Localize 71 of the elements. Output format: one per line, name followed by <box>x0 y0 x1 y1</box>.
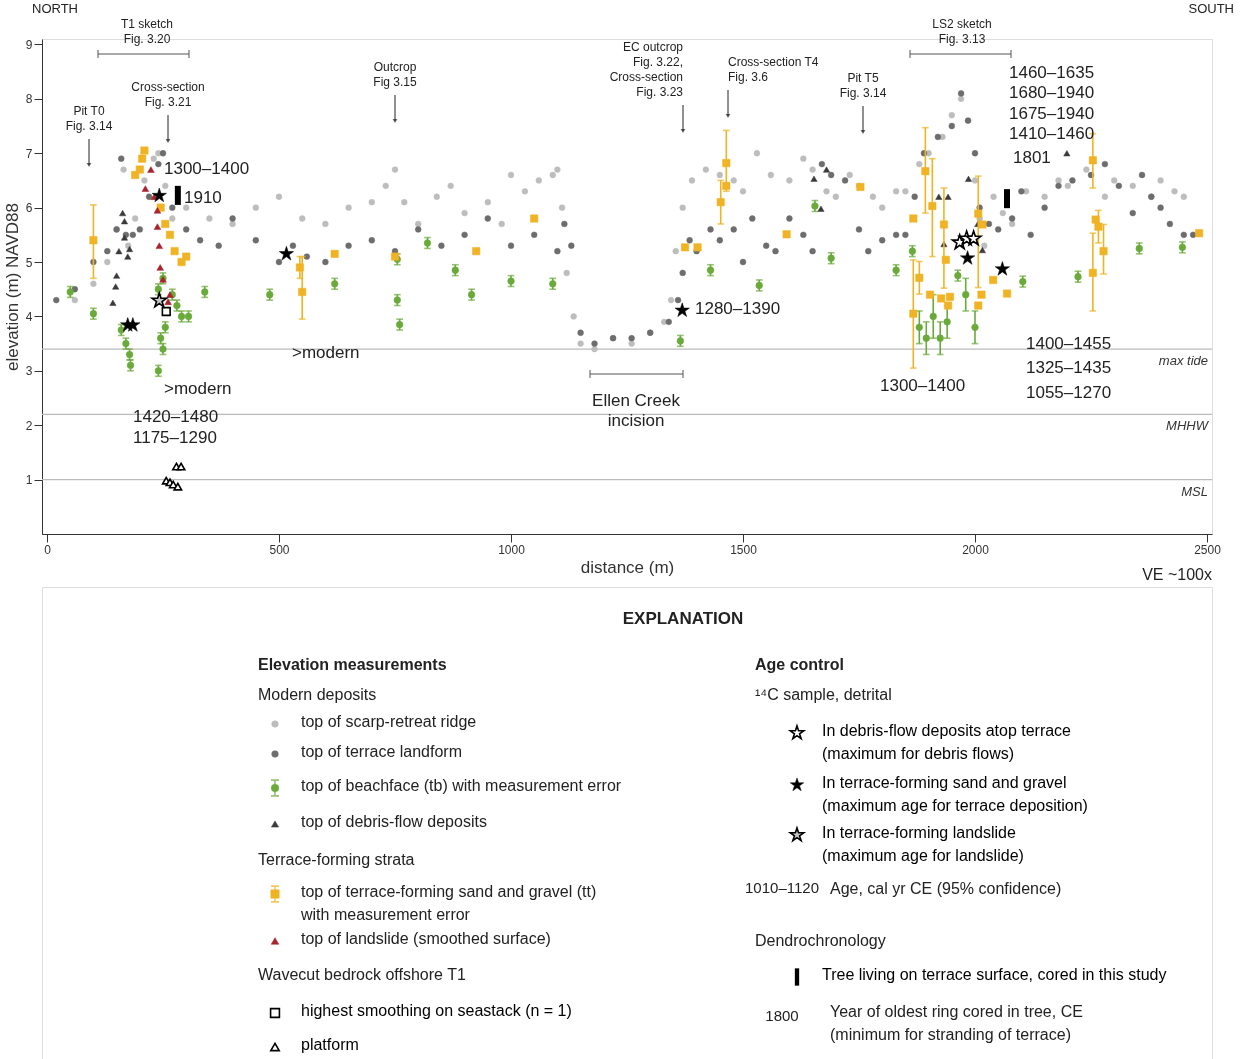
y-tick-label: 1 <box>25 473 33 488</box>
legend-label: In terrace-forming sand and gravel (maximum age for terrace deposition) <box>822 774 1088 814</box>
y-tick-label: 8 <box>25 92 33 107</box>
y-tick-label: 5 <box>25 255 33 270</box>
legend-label: top of terrace landform <box>301 743 462 760</box>
annotation: 1801 <box>1013 148 1051 167</box>
legend-label: In terrace-forming landslide (maximum age for landslide) <box>822 824 1024 864</box>
legend-label: top of beachface (tb) with measurement error <box>301 777 622 794</box>
annotation: Outcrop Fig 3.15 <box>373 59 418 89</box>
annotation: 1280–1390 <box>695 299 781 318</box>
annotation: Pit T0 Fig. 3.14 <box>65 103 113 133</box>
y-tick-label: 7 <box>25 146 33 161</box>
x-tick-label: 500 <box>269 542 290 557</box>
text: Dendrochronology <box>755 932 886 949</box>
y-tick-label: 3 <box>25 364 33 379</box>
annotation: 1300–1400 <box>880 376 966 395</box>
annotation: LS2 sketch Fig. 3.13 <box>932 16 992 46</box>
ref-line-label: max tide <box>1158 353 1208 369</box>
annotation: 1325–1435 <box>1026 358 1112 377</box>
annotation: 1675–1940 <box>1009 104 1095 123</box>
annotation: T1 sketch Fig. 3.20 <box>120 16 174 46</box>
text: NORTH <box>32 1 78 16</box>
legend-label: In debris-flow deposits atop terrace (maximum for debris flows) <box>822 722 1072 762</box>
annotation: 1460–1635 <box>1009 63 1095 82</box>
text: 1800 <box>765 1007 799 1024</box>
x-tick-label: 1500 <box>730 542 758 557</box>
text: Elevation measurements <box>258 656 447 673</box>
text: Wavecut bedrock offshore T1 <box>258 966 466 983</box>
x-tick-label: 2500 <box>1194 542 1222 557</box>
annotation: 1410–1460 <box>1009 124 1095 143</box>
annotation: Pit T5 Fig. 3.14 <box>839 70 887 100</box>
text: Modern deposits <box>258 686 377 703</box>
text: Year of oldest ring cored in tree, CE (minimum for stranding of terrace) <box>830 1003 1083 1043</box>
legend-label: platform <box>301 1036 359 1053</box>
y-axis-title: elevation (m) NAVD88 <box>2 203 22 371</box>
text: VE ~100x <box>1142 566 1212 583</box>
annotation: 1175–1290 <box>133 428 217 447</box>
annotation: 1300–1400 <box>164 159 250 178</box>
y-tick-label: 2 <box>25 418 33 433</box>
text: Age, cal yr CE (95% confidence) <box>830 880 1062 897</box>
annotation: 1055–1270 <box>1026 383 1112 402</box>
legend-label: top of debris-flow deposits <box>301 813 487 830</box>
text: ¹⁴C sample, detrital <box>755 686 892 703</box>
annotation: Cross-section Fig. 3.21 <box>131 79 205 109</box>
legend-label: top of landslide (smoothed surface) <box>301 930 551 947</box>
annotation: 1680–1940 <box>1009 83 1095 102</box>
ref-line-label: MSL <box>1181 483 1208 499</box>
annotation: >modern <box>292 343 360 362</box>
text: 1010–1120 <box>745 879 819 896</box>
annotation: 1420–1480 <box>133 407 219 426</box>
x-tick-label: 2000 <box>962 542 990 557</box>
y-tick-label: 4 <box>25 309 33 324</box>
annotation: Ellen Creek incision <box>592 391 681 430</box>
ref-line-label: MHHW <box>1166 418 1210 434</box>
annotation: >modern <box>164 379 232 398</box>
y-tick-label: 9 <box>25 37 33 52</box>
legend-label: Tree living on terrace surface, cored in this study <box>822 966 1167 983</box>
text: Terrace-forming strata <box>258 851 415 868</box>
text: SOUTH <box>1188 1 1234 16</box>
legend-label: highest smoothing on seastack (n = 1) <box>301 1002 572 1019</box>
annotation: EC outcrop Fig. 3.22, Cross-section Fig. 3.23 <box>609 39 684 99</box>
x-tick-label: 1000 <box>498 542 526 557</box>
x-tick-label: 0 <box>44 542 52 557</box>
x-axis-title: distance (m) <box>580 557 675 577</box>
text: EXPLANATION <box>622 609 744 628</box>
annotation: Cross-section T4 Fig. 3.6 <box>728 54 819 84</box>
text: Age control <box>755 656 844 673</box>
annotation: 1910 <box>184 188 222 207</box>
legend-label: top of scarp-retreat ridge <box>301 713 477 730</box>
y-tick-label: 6 <box>25 201 33 216</box>
annotation: 1400–1455 <box>1026 334 1112 353</box>
